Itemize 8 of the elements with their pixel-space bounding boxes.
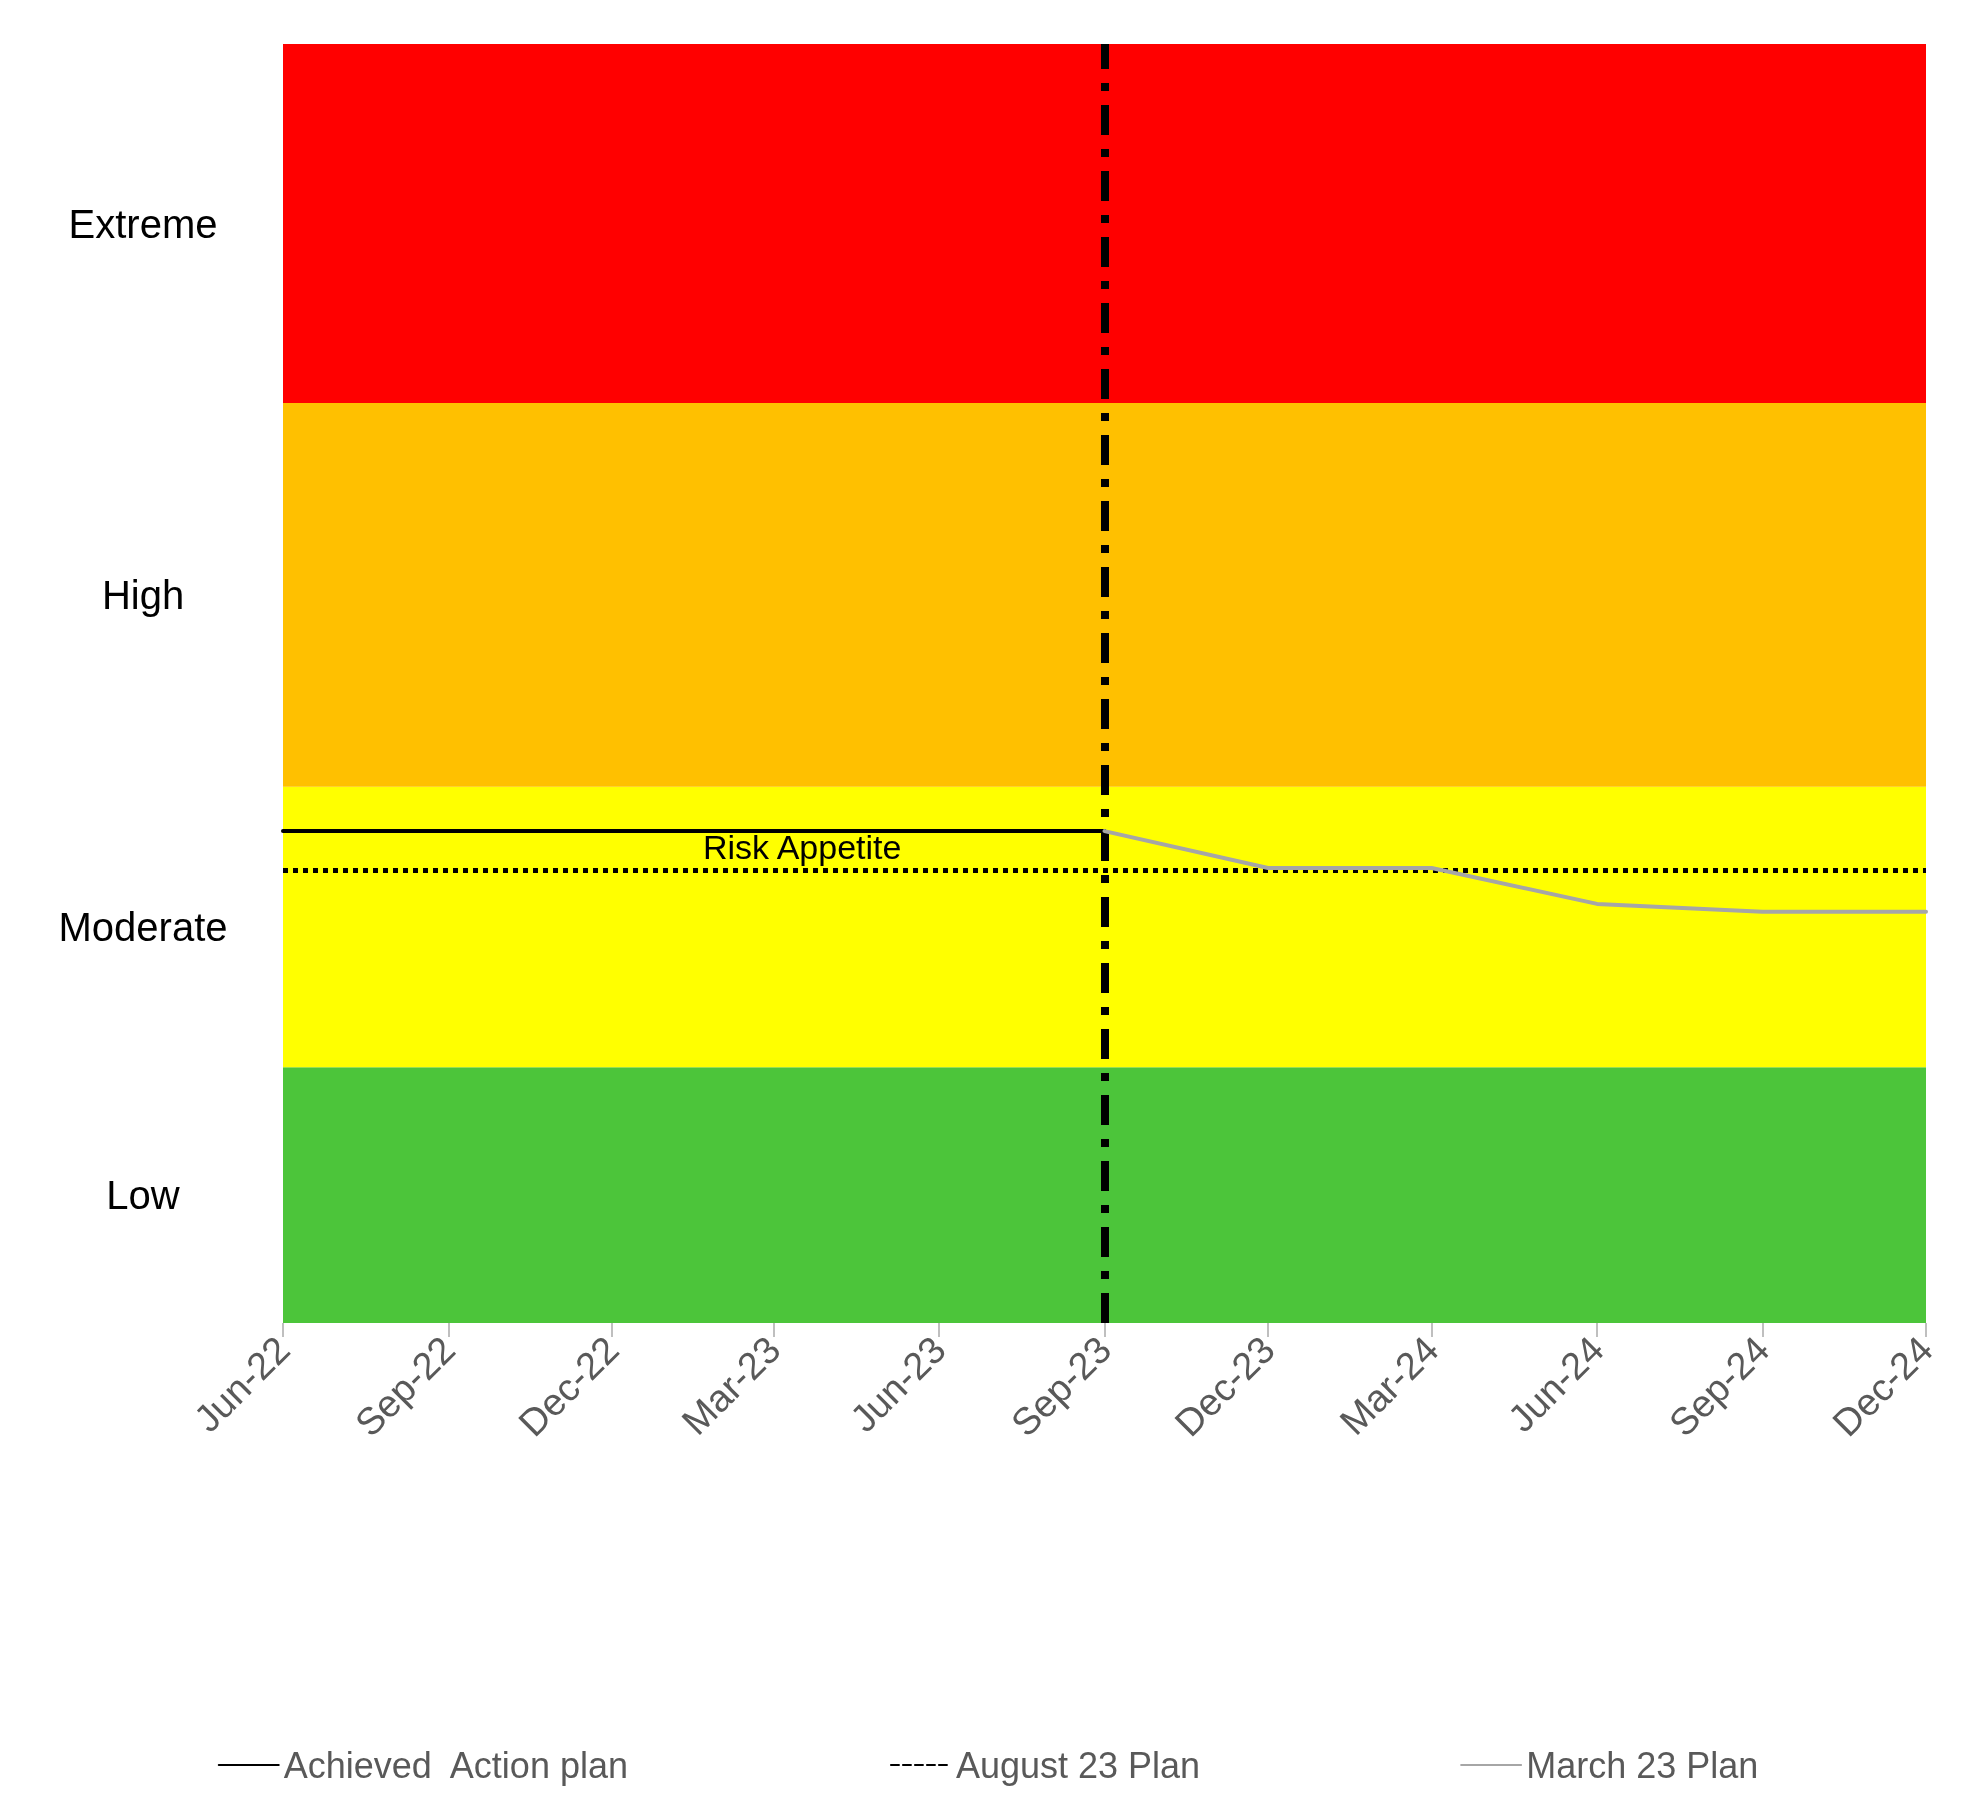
legend-label: August 23 Plan: [955, 1744, 1201, 1786]
band-label: Low: [106, 1173, 180, 1218]
band-label: High: [101, 572, 185, 617]
legend-label: March 23 Plan: [1526, 1744, 1759, 1786]
band-label: Moderate: [58, 905, 228, 949]
legend-label: Achieved Action plan: [283, 1744, 628, 1786]
band-label: Extreme: [68, 201, 218, 246]
ref-line-label: Risk Appetite: [703, 828, 902, 867]
